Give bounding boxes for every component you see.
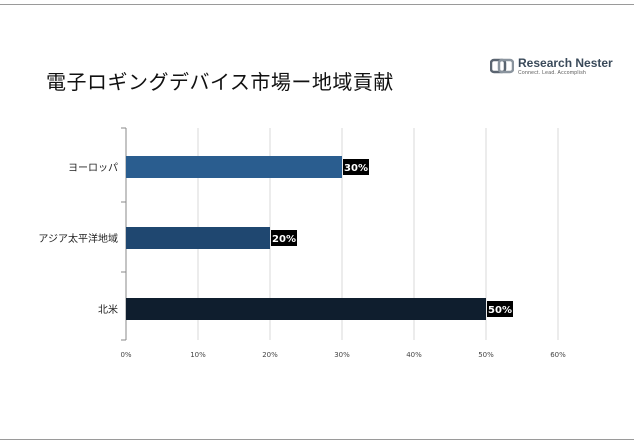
x-tick-label: 30% [334,351,350,359]
logo-name: Research Nester [518,56,613,70]
chart-title: 電子ロギングデバイス市場ー地域貢献 [46,70,394,94]
logo-mark-icon [490,58,514,74]
bar [126,227,270,249]
category-label: アジア太平洋地域 [38,232,118,245]
bar [126,156,342,178]
data-label-box [487,301,513,317]
x-tick-label: 20% [262,351,278,359]
x-tick-label: 0% [120,351,131,359]
data-label: 20% [272,234,296,245]
category-label: ヨーロッパ [68,162,118,174]
x-tick-label: 40% [406,351,422,359]
logo-tagline: Connect. Lead. Accomplish [518,70,587,76]
x-tick-label: 10% [190,351,206,359]
data-label-box [271,230,297,246]
x-tick-label: 60% [550,351,566,359]
data-label-box [343,159,369,175]
bottom-divider [0,439,634,440]
bar [126,298,486,320]
data-label: 30% [344,163,368,174]
category-label: 北米 [98,303,118,316]
x-tick-label: 50% [478,351,494,359]
top-divider [0,4,634,5]
data-label: 50% [488,305,512,316]
